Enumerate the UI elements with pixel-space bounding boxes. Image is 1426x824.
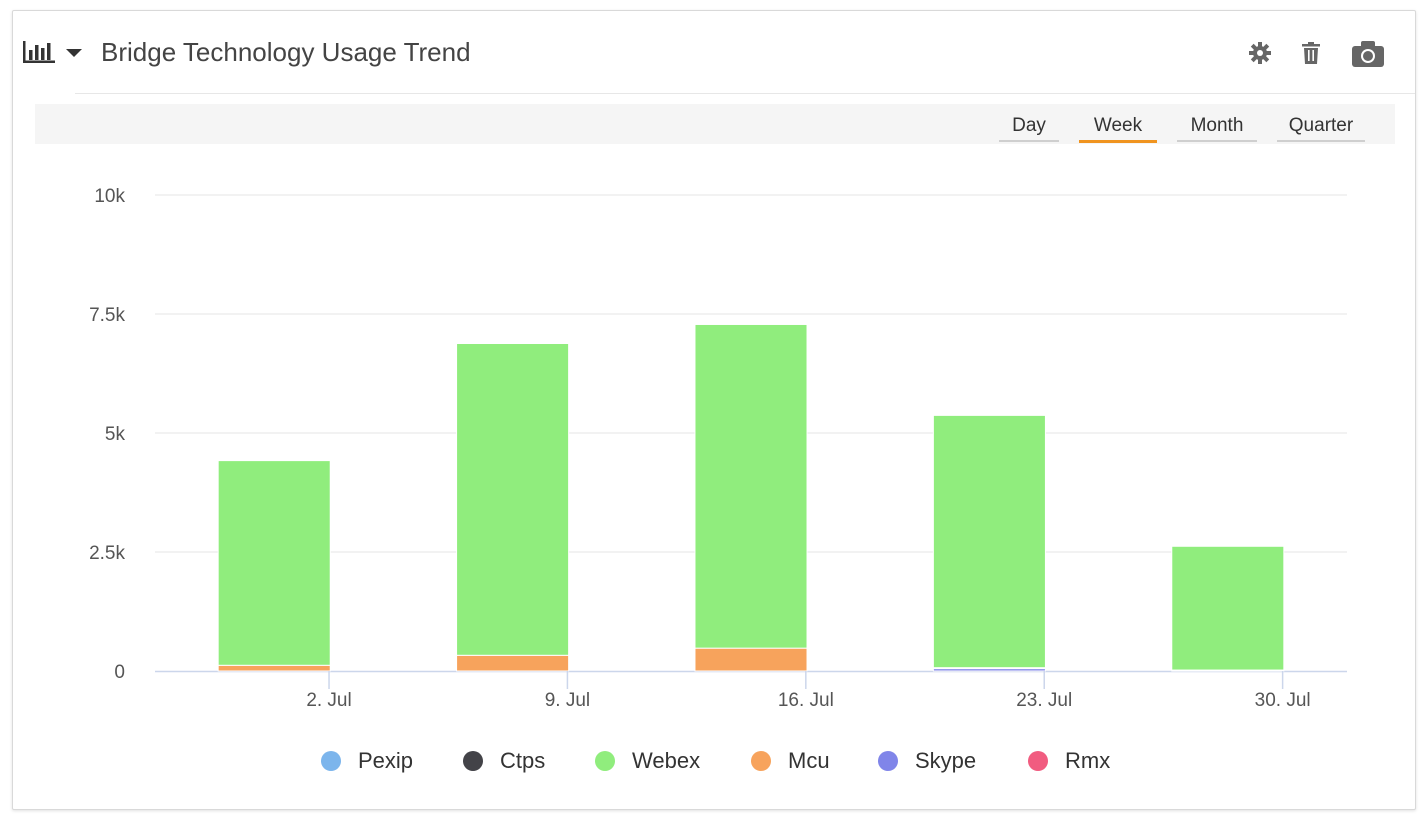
bar-chart-icon[interactable] xyxy=(23,41,55,63)
legend-marker xyxy=(595,751,615,771)
legend-label: Pexip xyxy=(358,748,414,773)
y-tick-label: 5k xyxy=(105,424,126,445)
x-tick-label: 2. Jul xyxy=(306,690,351,711)
tab-month[interactable]: Month xyxy=(1177,116,1257,142)
camera-icon[interactable] xyxy=(1352,41,1384,67)
y-tick-label: 7.5k xyxy=(89,305,125,326)
bar-webex xyxy=(694,323,808,649)
y-tick-label: 2.5k xyxy=(89,543,125,564)
stacked-bar-chart: 0 2.5k 5k 7.5k 10k 2. Jul 9. Jul 16. Jul 23. Jul… xyxy=(89,186,1347,711)
legend-marker xyxy=(751,751,771,771)
bar-mcu xyxy=(694,647,808,672)
legend-marker xyxy=(463,751,483,771)
card-header: Bridge Technology Usage Trend xyxy=(13,11,1415,95)
legend: Pexip Ctps Webex Mcu Skype Rmx xyxy=(13,747,1415,779)
bar-mcu xyxy=(456,654,570,672)
legend-label: Ctps xyxy=(500,748,546,773)
bar-mcu xyxy=(217,664,331,672)
gear-icon[interactable] xyxy=(1249,42,1271,64)
y-tick-label: 0 xyxy=(114,662,125,683)
x-tick-label: 30. Jul xyxy=(1255,690,1311,711)
bar-webex xyxy=(1171,545,1285,671)
bar-webex xyxy=(456,343,570,656)
range-selector-bar: Day Week Month Quarter xyxy=(35,104,1395,144)
tab-quarter[interactable]: Quarter xyxy=(1277,116,1365,142)
legend-label: Webex xyxy=(632,748,701,773)
trash-icon[interactable] xyxy=(1302,42,1320,64)
header-divider xyxy=(75,93,1415,94)
legend-marker xyxy=(878,751,898,771)
legend-label: Rmx xyxy=(1065,748,1111,773)
tab-week[interactable]: Week xyxy=(1079,116,1157,143)
x-tick-label: 23. Jul xyxy=(1016,690,1072,711)
caret-down-icon[interactable] xyxy=(66,49,82,57)
tab-day[interactable]: Day xyxy=(999,116,1059,142)
chart-card: Bridge Technology Usage Trend xyxy=(12,10,1416,810)
y-tick-label: 10k xyxy=(94,186,125,207)
legend-marker xyxy=(321,751,341,771)
chart-title: Bridge Technology Usage Trend xyxy=(101,37,471,67)
bar-webex xyxy=(932,414,1046,669)
legend-marker xyxy=(1028,751,1048,771)
bar-webex xyxy=(217,460,331,666)
legend-label: Mcu xyxy=(788,748,830,773)
legend-label: Skype xyxy=(915,748,977,773)
x-tick-label: 16. Jul xyxy=(778,690,834,711)
x-tick-label: 9. Jul xyxy=(545,690,590,711)
